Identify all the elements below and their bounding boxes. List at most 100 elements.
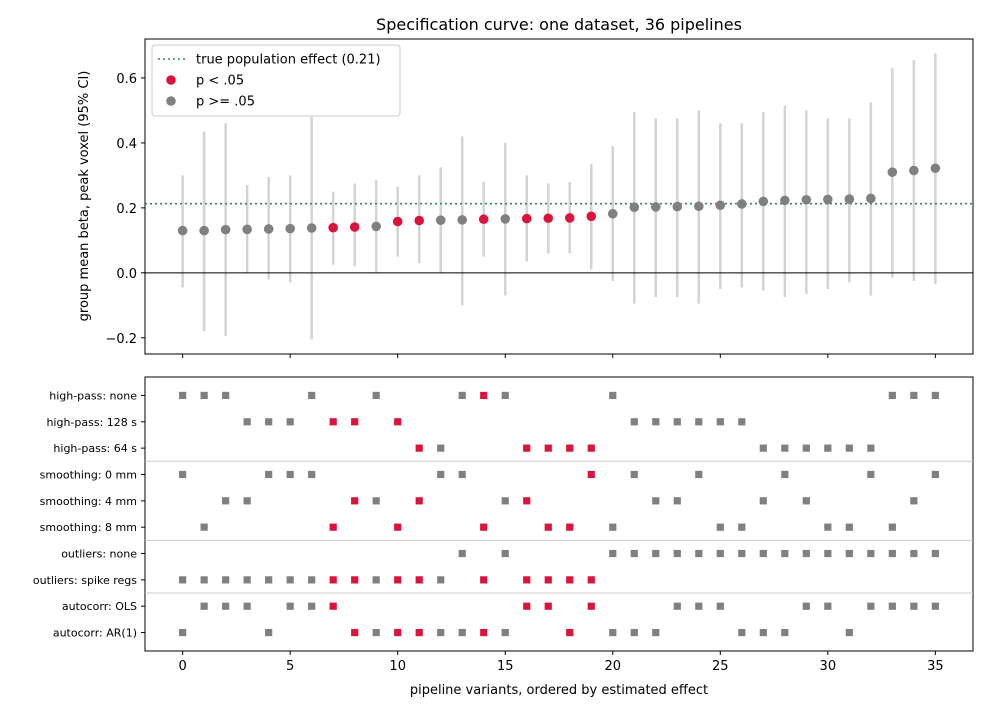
indicator-square-significant xyxy=(587,602,595,610)
indicator-square-nonsignificant xyxy=(910,602,918,610)
indicator-square-nonsignificant xyxy=(673,549,681,558)
indicator-square-nonsignificant xyxy=(609,523,617,531)
y-tick-label: 0.0 xyxy=(116,267,137,282)
estimate-point-nonsignificant xyxy=(500,214,511,224)
indicator-square-nonsignificant xyxy=(867,470,875,479)
indicator-square-nonsignificant xyxy=(652,418,660,426)
indicator-square-nonsignificant xyxy=(372,628,380,637)
indicator-square-nonsignificant xyxy=(716,549,724,558)
indicator-square-nonsignificant xyxy=(179,391,187,400)
indicator-square-nonsignificant xyxy=(501,391,509,400)
indicator-square-nonsignificant xyxy=(802,497,810,505)
chart-title: Specification curve: one dataset, 36 pip… xyxy=(376,15,742,34)
indicator-square-nonsignificant xyxy=(243,418,251,426)
row-label: outliers: spike regs xyxy=(33,574,137,587)
estimate-point-nonsignificant xyxy=(780,195,790,206)
row-label: smoothing: 0 mm xyxy=(40,468,137,481)
indicator-square-nonsignificant xyxy=(286,418,294,426)
indicator-square-nonsignificant xyxy=(372,391,380,400)
indicator-square-nonsignificant xyxy=(243,602,251,610)
indicator-square-significant xyxy=(480,523,488,531)
indicator-square-nonsignificant xyxy=(222,497,230,505)
indicator-square-significant xyxy=(566,444,574,452)
indicator-square-nonsignificant xyxy=(179,628,187,637)
indicator-square-nonsignificant xyxy=(286,576,294,584)
estimate-point-nonsignificant xyxy=(844,194,855,204)
legend-dot-icon xyxy=(166,96,176,106)
legend-box xyxy=(151,44,401,117)
indicator-square-nonsignificant xyxy=(501,497,509,505)
indicator-square-significant xyxy=(394,418,402,426)
indicator-square-nonsignificant xyxy=(845,523,853,531)
x-tick-label: 10 xyxy=(389,659,406,674)
indicator-square-nonsignificant xyxy=(738,523,746,531)
row-label: smoothing: 4 mm xyxy=(40,495,137,508)
bottom-plot-frame xyxy=(144,376,974,652)
indicator-square-significant xyxy=(544,444,552,452)
estimate-point-nonsignificant xyxy=(457,215,468,225)
x-tick-label: 15 xyxy=(497,659,514,674)
indicator-square-significant xyxy=(415,497,423,505)
indicator-square-nonsignificant xyxy=(673,418,681,426)
indicator-square-significant xyxy=(394,628,402,637)
indicator-square-nonsignificant xyxy=(437,470,445,479)
effect-estimates-panel: −0.2 0.0 0.2 0.4 0.6 true population effect (… xyxy=(105,38,974,358)
indicator-square-nonsignificant xyxy=(372,576,380,584)
indicator-square-nonsignificant xyxy=(738,418,746,426)
x-tick-label: 30 xyxy=(820,659,837,674)
indicator-square-nonsignificant xyxy=(845,628,853,637)
x-tick-label: 25 xyxy=(712,659,729,674)
y-tick-label: 0.4 xyxy=(116,137,137,152)
estimate-point-nonsignificant xyxy=(242,224,252,235)
indicator-square-significant xyxy=(544,576,552,584)
indicator-square-nonsignificant xyxy=(501,628,509,637)
estimate-point-nonsignificant xyxy=(371,221,381,232)
indicator-square-significant xyxy=(351,628,359,637)
indicator-square-nonsignificant xyxy=(716,602,724,610)
estimate-point-nonsignificant xyxy=(199,225,209,236)
estimate-point-significant xyxy=(564,213,575,223)
row-label: high-pass: 64 s xyxy=(53,442,137,455)
indicator-square-nonsignificant xyxy=(824,549,832,558)
estimate-point-significant xyxy=(349,222,360,232)
indicator-square-nonsignificant xyxy=(695,549,703,558)
indicator-square-significant xyxy=(351,418,359,426)
x-tick-label: 5 xyxy=(286,659,294,674)
y-axis-label: group mean beta, peak voxel (95% CI) xyxy=(77,71,92,322)
estimate-point-nonsignificant xyxy=(435,215,446,226)
indicator-square-nonsignificant xyxy=(888,602,896,610)
indicator-square-nonsignificant xyxy=(781,628,789,637)
indicator-square-nonsignificant xyxy=(695,602,703,610)
estimate-point-significant xyxy=(543,213,554,224)
indicator-square-nonsignificant xyxy=(738,549,746,558)
x-tick-label: 0 xyxy=(178,659,186,674)
indicator-square-nonsignificant xyxy=(200,576,208,584)
estimate-point-nonsignificant xyxy=(930,163,941,174)
indicator-square-nonsignificant xyxy=(738,628,746,637)
estimate-point-nonsignificant xyxy=(866,193,876,204)
legend-label: p < .05 xyxy=(196,74,244,89)
estimate-point-nonsignificant xyxy=(737,199,747,209)
indicator-square-nonsignificant xyxy=(243,576,251,584)
estimate-point-significant xyxy=(414,215,425,226)
legend: true population effect (0.21) p < .05 p >=… xyxy=(151,44,401,117)
indicator-square-nonsignificant xyxy=(802,602,810,610)
indicator-square-nonsignificant xyxy=(867,602,875,610)
indicator-square-nonsignificant xyxy=(179,470,187,479)
estimate-point-nonsignificant xyxy=(177,225,188,236)
indicator-square-nonsignificant xyxy=(910,391,918,400)
indicator-square-nonsignificant xyxy=(179,576,187,584)
indicator-square-nonsignificant xyxy=(695,418,703,426)
indicator-square-nonsignificant xyxy=(437,576,445,584)
indicator-square-nonsignificant xyxy=(286,602,294,610)
indicator-square-nonsignificant xyxy=(781,549,789,558)
estimate-point-nonsignificant xyxy=(650,202,661,212)
indicator-square-significant xyxy=(351,576,359,584)
indicator-square-significant xyxy=(415,444,423,452)
indicator-square-nonsignificant xyxy=(888,391,896,400)
estimate-point-nonsignificant xyxy=(220,224,231,235)
estimate-point-nonsignificant xyxy=(306,223,317,233)
indicator-square-nonsignificant xyxy=(458,391,466,400)
indicator-square-nonsignificant xyxy=(673,497,681,505)
